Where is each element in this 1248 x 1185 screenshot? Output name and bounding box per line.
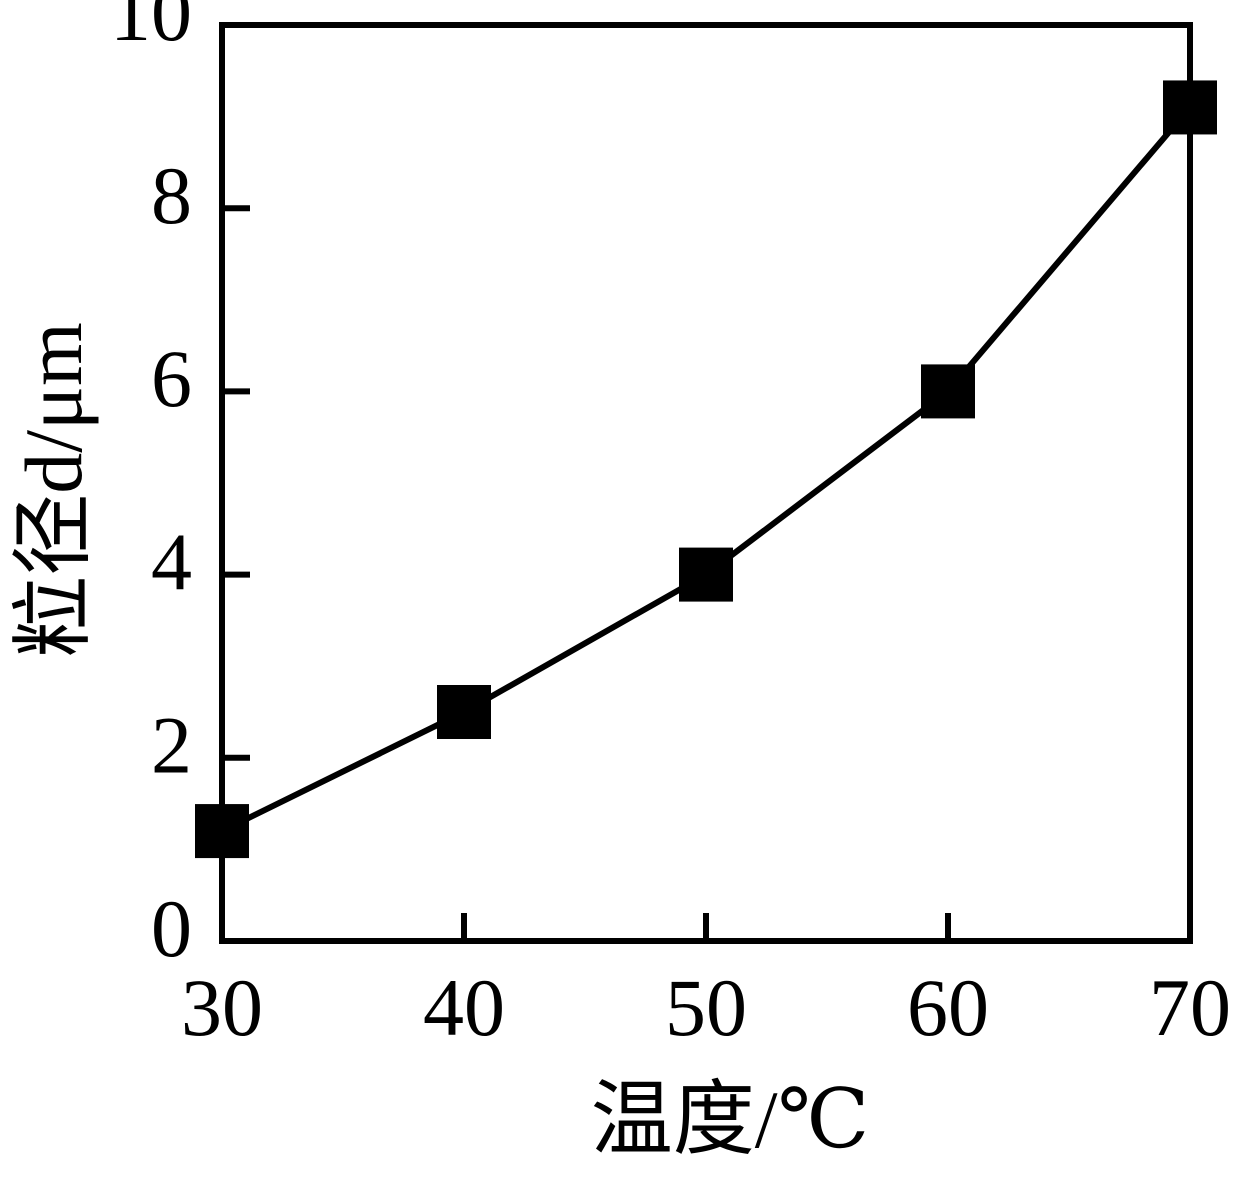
plot-frame [219,22,1193,944]
x-tick-label: 60 [907,962,989,1053]
y-axis-title: 粒径d/μm [8,322,99,658]
x-tick-label: 70 [1149,962,1231,1053]
x-tick-label: 40 [423,962,505,1053]
x-tick-label: 50 [665,962,747,1053]
y-tick-label: 8 [151,150,192,241]
data-point [1163,80,1217,135]
y-tick-label: 0 [151,883,192,974]
y-tick-label: 2 [151,700,192,791]
x-tick-label: 30 [181,962,263,1053]
data-point [921,364,975,419]
y-tick-label: 10 [110,0,192,58]
y-tick-label: 6 [151,333,192,424]
data-point [679,547,733,602]
data-line [220,105,1193,834]
y-tick-label: 4 [151,516,192,607]
data-point [195,804,249,859]
data-point [437,685,491,739]
x-axis-title: 温度/℃ [591,1074,870,1165]
